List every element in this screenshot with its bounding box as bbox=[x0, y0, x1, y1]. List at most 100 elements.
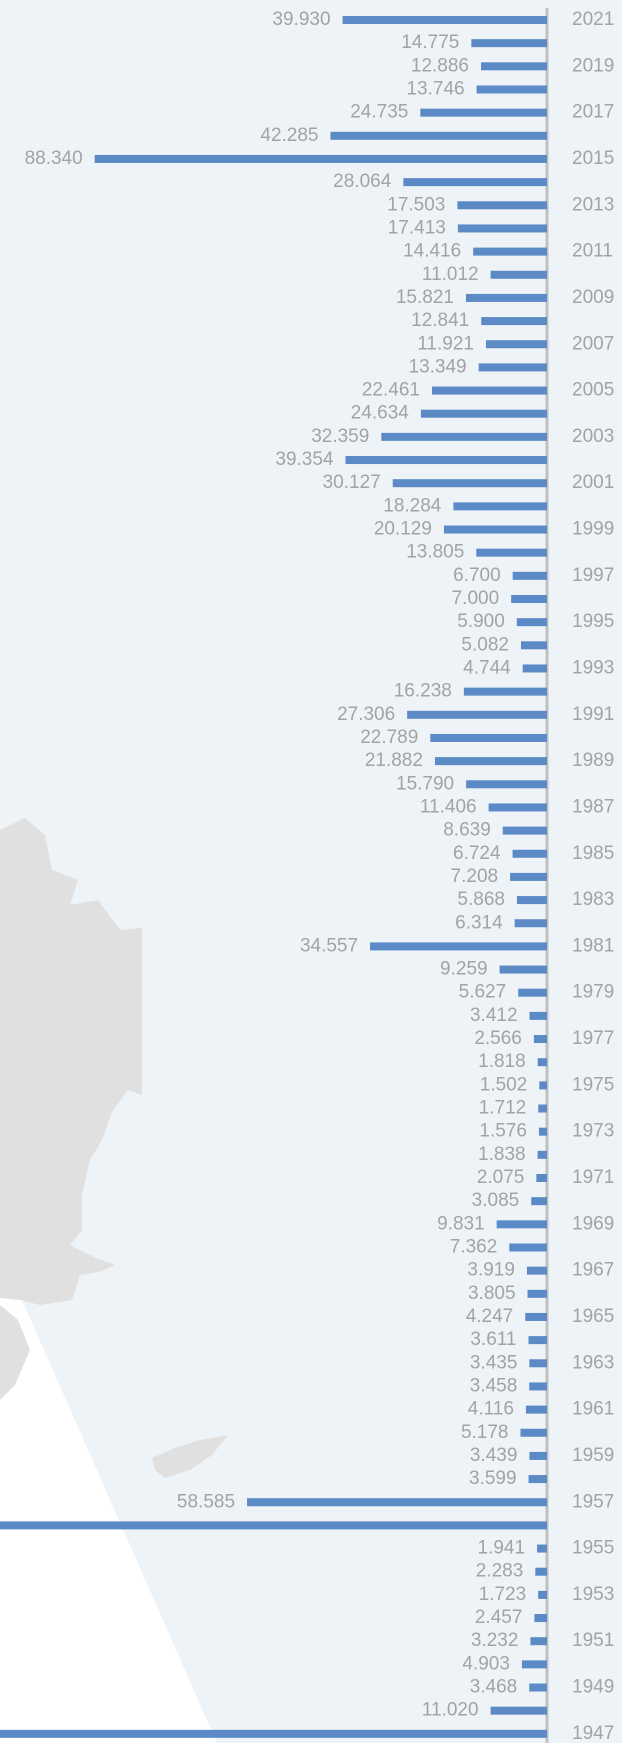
value-label: 11.921 bbox=[417, 333, 474, 354]
bar bbox=[520, 1428, 547, 1437]
value-label: 6.314 bbox=[455, 912, 503, 933]
y-tick-label: 1991 bbox=[572, 704, 614, 725]
bar bbox=[529, 1451, 547, 1460]
bar bbox=[537, 1544, 547, 1553]
value-label: 88.340 bbox=[25, 148, 83, 169]
value-label: 13.746 bbox=[406, 78, 464, 99]
value-label: 9.259 bbox=[440, 959, 488, 980]
bar bbox=[465, 293, 547, 302]
y-tick-label: 1999 bbox=[572, 519, 614, 540]
value-label: 13.805 bbox=[406, 542, 464, 563]
value-label: 58.585 bbox=[177, 1491, 235, 1512]
value-label: 3.232 bbox=[471, 1630, 519, 1651]
bar bbox=[407, 710, 547, 719]
y-tick-label: 1993 bbox=[572, 657, 614, 678]
bar bbox=[420, 409, 547, 418]
bar bbox=[522, 664, 547, 673]
value-label: 39.354 bbox=[275, 449, 334, 470]
bar bbox=[530, 1637, 547, 1646]
y-tick-label: 1949 bbox=[572, 1677, 614, 1698]
bar bbox=[511, 595, 547, 603]
bar bbox=[525, 1312, 547, 1321]
bar bbox=[453, 502, 547, 511]
bar bbox=[537, 1150, 547, 1159]
bar bbox=[247, 1498, 547, 1507]
value-label: 24.735 bbox=[350, 102, 408, 123]
bar bbox=[457, 224, 547, 233]
y-tick-label: 1997 bbox=[572, 565, 614, 586]
bar bbox=[516, 618, 547, 627]
value-label: 5.868 bbox=[457, 889, 505, 910]
value-label: 1.818 bbox=[478, 1051, 526, 1072]
y-tick-label: 1951 bbox=[572, 1630, 614, 1651]
value-label: 12.841 bbox=[411, 310, 469, 331]
value-label: 1.723 bbox=[479, 1584, 527, 1605]
value-label: 22.461 bbox=[362, 380, 420, 401]
bar bbox=[490, 1706, 547, 1715]
bar bbox=[430, 733, 547, 742]
value-label: 11.406 bbox=[420, 796, 477, 817]
value-label: 4.247 bbox=[466, 1306, 514, 1327]
bar bbox=[531, 1197, 547, 1206]
value-label: 6.700 bbox=[453, 565, 501, 586]
background-cutout bbox=[0, 1290, 217, 1743]
value-label: 5.178 bbox=[461, 1422, 509, 1443]
value-label: 39.930 bbox=[272, 9, 330, 30]
bar bbox=[538, 1104, 547, 1113]
value-label: 1.502 bbox=[480, 1074, 528, 1095]
value-label: 3.611 bbox=[470, 1329, 516, 1350]
bar bbox=[518, 988, 547, 997]
value-label: 3.412 bbox=[470, 1005, 518, 1026]
bar bbox=[466, 780, 547, 789]
bar bbox=[509, 1243, 547, 1252]
value-label: 9.831 bbox=[437, 1213, 485, 1234]
value-label: 11.012 bbox=[422, 264, 479, 285]
y-tick-label: 2017 bbox=[572, 102, 614, 123]
value-label: 30.127 bbox=[323, 472, 381, 493]
value-label: 28.064 bbox=[333, 171, 392, 192]
y-tick-label: 1983 bbox=[572, 889, 614, 910]
y-tick-label: 1989 bbox=[572, 750, 614, 771]
bar bbox=[476, 85, 547, 94]
value-label: 42.285 bbox=[260, 125, 318, 146]
y-tick-label: 1967 bbox=[572, 1260, 614, 1281]
y-tick-label: 1979 bbox=[572, 982, 614, 1003]
y-tick-label: 2001 bbox=[572, 472, 614, 493]
y-tick-label: 2009 bbox=[572, 287, 614, 308]
value-label: 4.744 bbox=[463, 657, 511, 678]
bar bbox=[521, 1660, 547, 1669]
value-label: 18.284 bbox=[383, 495, 442, 516]
value-label: 27.306 bbox=[337, 704, 395, 725]
bar bbox=[431, 386, 547, 395]
value-label: 7.000 bbox=[452, 588, 500, 609]
y-tick-label: 1987 bbox=[572, 796, 614, 817]
value-label: 22.789 bbox=[360, 727, 418, 748]
y-tick-label: 1977 bbox=[572, 1028, 614, 1049]
bar bbox=[370, 942, 547, 951]
bar bbox=[512, 849, 547, 858]
bar bbox=[485, 340, 547, 349]
bar bbox=[481, 317, 547, 326]
value-label: 17.413 bbox=[388, 217, 446, 238]
bar bbox=[403, 178, 547, 187]
value-label: 15.821 bbox=[396, 287, 454, 308]
bar bbox=[443, 525, 547, 534]
value-label: 3.805 bbox=[468, 1283, 516, 1304]
bar bbox=[536, 1174, 547, 1182]
bar bbox=[529, 1683, 547, 1692]
value-label: 11.020 bbox=[422, 1700, 479, 1721]
value-label: 14.416 bbox=[403, 241, 461, 262]
bar bbox=[527, 1289, 547, 1298]
value-label: 2.075 bbox=[477, 1167, 525, 1188]
value-label: 13.349 bbox=[409, 356, 467, 377]
bar bbox=[538, 1127, 547, 1136]
map-mainland bbox=[0, 818, 142, 1305]
y-tick-label: 2015 bbox=[572, 148, 614, 169]
value-label: 17.503 bbox=[387, 194, 445, 215]
value-label: 32.359 bbox=[311, 426, 369, 447]
value-label: 20.129 bbox=[374, 519, 432, 540]
bar bbox=[499, 965, 547, 974]
value-label: 15.790 bbox=[396, 773, 454, 794]
bar bbox=[502, 826, 547, 835]
value-label: 12.886 bbox=[411, 55, 469, 76]
